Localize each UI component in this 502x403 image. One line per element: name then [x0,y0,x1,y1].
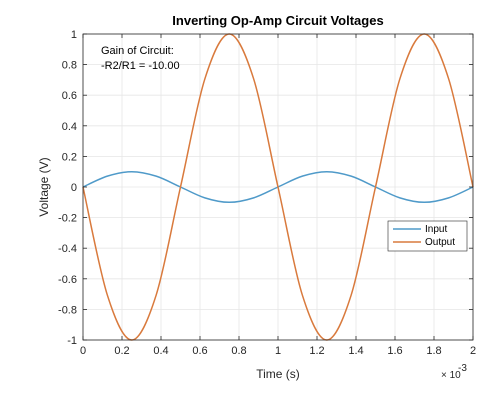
annotation-line-2: -R2/R1 = -10.00 [101,60,180,72]
x-tick-label: 1 [275,345,281,357]
y-tick-label: 0 [71,182,77,194]
x-multiplier: × 10 -3 [441,363,467,381]
y-tick-label: 1 [71,29,77,41]
x-tick-label: 1.4 [348,345,363,357]
y-tick-label: 0.6 [62,90,77,102]
x-tick-label: 0.2 [114,345,129,357]
y-tick-label: 0.2 [62,151,77,163]
legend-label-input: Input [425,224,447,235]
chart-title: Inverting Op-Amp Circuit Voltages [172,13,383,28]
series-lines [82,33,474,341]
y-tick-label: -0.6 [58,274,77,286]
x-tick-label: 0.4 [153,345,168,357]
annotation: Gain of Circuit: -R2/R1 = -10.00 [101,45,180,72]
tick-labels: 0 0.2 0.4 0.6 0.8 1 1.2 1.4 1.6 1.8 2 -1 -0.8 -0.6 -0.… [58,29,476,357]
axis-ticks [82,33,474,341]
legend: Input Output [387,220,468,252]
y-tick-label: -0.2 [58,213,77,225]
x-tick-label: 0.6 [192,345,207,357]
legend-label-output: Output [425,237,455,248]
y-tick-label: -1 [67,335,77,347]
y-tick-label: -0.4 [58,243,77,255]
series-line-output [82,33,474,341]
x-axis-label: Time (s) [256,367,300,381]
x-tick-label: 1.6 [387,345,402,357]
x-tick-label: 0 [80,345,86,357]
annotation-line-1: Gain of Circuit: [101,45,174,57]
x-tick-label: 1.8 [426,345,441,357]
y-axis-label: Voltage (V) [37,157,51,216]
x-multiplier-base: × 10 [441,370,461,381]
y-tick-label: 0.8 [62,60,77,72]
x-tick-label: 1.2 [309,345,324,357]
y-tick-label: 0.4 [62,121,77,133]
x-multiplier-exponent: -3 [458,363,467,374]
y-tick-label: -0.8 [58,304,77,316]
legend-box [387,220,468,252]
x-tick-label: 0.8 [231,345,246,357]
x-tick-label: 2 [470,345,476,357]
